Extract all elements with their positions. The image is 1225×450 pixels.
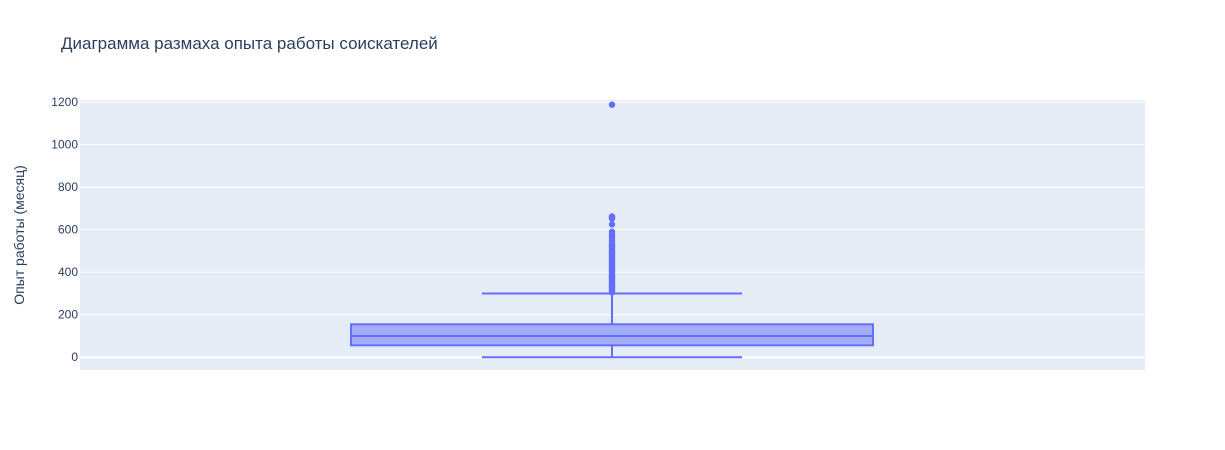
y-tick-label: 400 (58, 265, 78, 279)
box-series (350, 101, 874, 359)
y-tick-label: 600 (58, 223, 78, 237)
outlier-point (608, 228, 616, 236)
y-tick-label: 800 (58, 180, 78, 194)
y-tick-label: 0 (71, 350, 78, 364)
outlier-point (608, 101, 616, 108)
iqr-box (350, 323, 874, 347)
outlier-point (608, 221, 616, 228)
y-axis-ticks: 0 200 400 600 800 1000 1200 (51, 95, 78, 364)
y-axis-label: Опыт работы (месяц) (11, 165, 27, 305)
outlier-point (608, 213, 616, 220)
y-tick-label: 1200 (51, 95, 78, 109)
chart-title: Диаграмма размаха опыта работы соискател… (61, 34, 438, 53)
y-tick-label: 200 (58, 308, 78, 322)
y-tick-label: 1000 (51, 138, 78, 152)
